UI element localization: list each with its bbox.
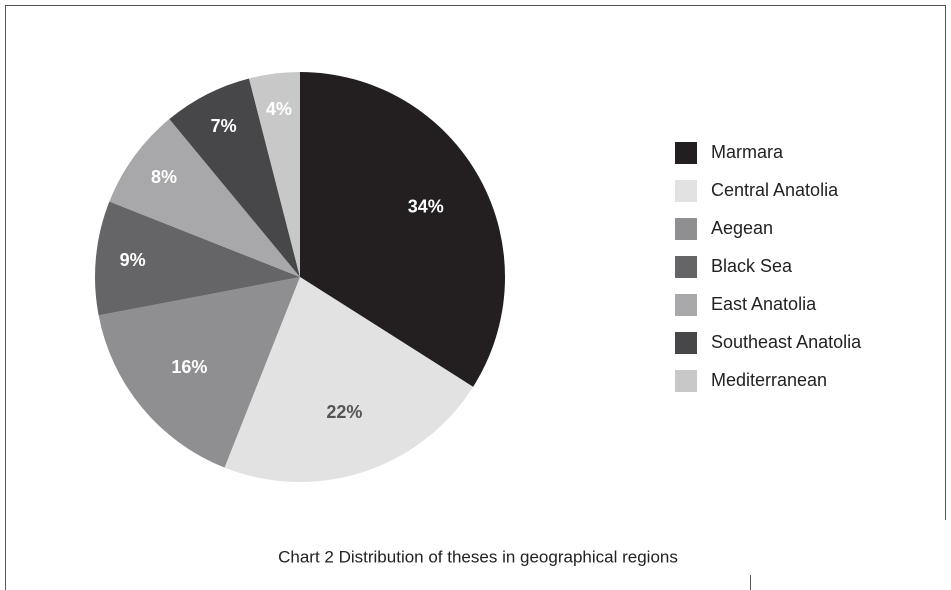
data-label: 16% xyxy=(171,357,207,377)
data-label: 4% xyxy=(266,99,292,119)
frame xyxy=(5,5,946,590)
legend-label: Central Anatolia xyxy=(711,180,839,200)
pie-slice xyxy=(98,277,301,468)
legend-swatch xyxy=(675,332,697,354)
pie-slice xyxy=(95,201,300,316)
data-label: 9% xyxy=(120,250,146,270)
legend-swatch xyxy=(675,180,697,202)
pie-slice xyxy=(224,277,474,482)
legend-label: Black Sea xyxy=(711,256,793,276)
legend-swatch xyxy=(675,370,697,392)
legend-swatch xyxy=(675,294,697,316)
legend-swatch xyxy=(675,256,697,278)
caption: Chart 2 Distribution of theses in geogra… xyxy=(278,547,678,566)
legend-label: Aegean xyxy=(711,218,773,238)
pie-slice xyxy=(169,78,300,277)
data-label: 7% xyxy=(211,116,237,136)
legend-swatch xyxy=(675,218,697,240)
pie-slice xyxy=(249,72,300,277)
pie-slice xyxy=(109,119,301,277)
legend-label: Marmara xyxy=(711,142,784,162)
data-label: 34% xyxy=(408,197,444,217)
legend-label: East Anatolia xyxy=(711,294,817,314)
legend-label: Mediterranean xyxy=(711,370,827,390)
data-label: 22% xyxy=(326,402,362,422)
legend-swatch xyxy=(675,142,697,164)
data-label: 8% xyxy=(151,167,177,187)
legend-label: Southeast Anatolia xyxy=(711,332,862,352)
pie-slice xyxy=(300,72,505,387)
